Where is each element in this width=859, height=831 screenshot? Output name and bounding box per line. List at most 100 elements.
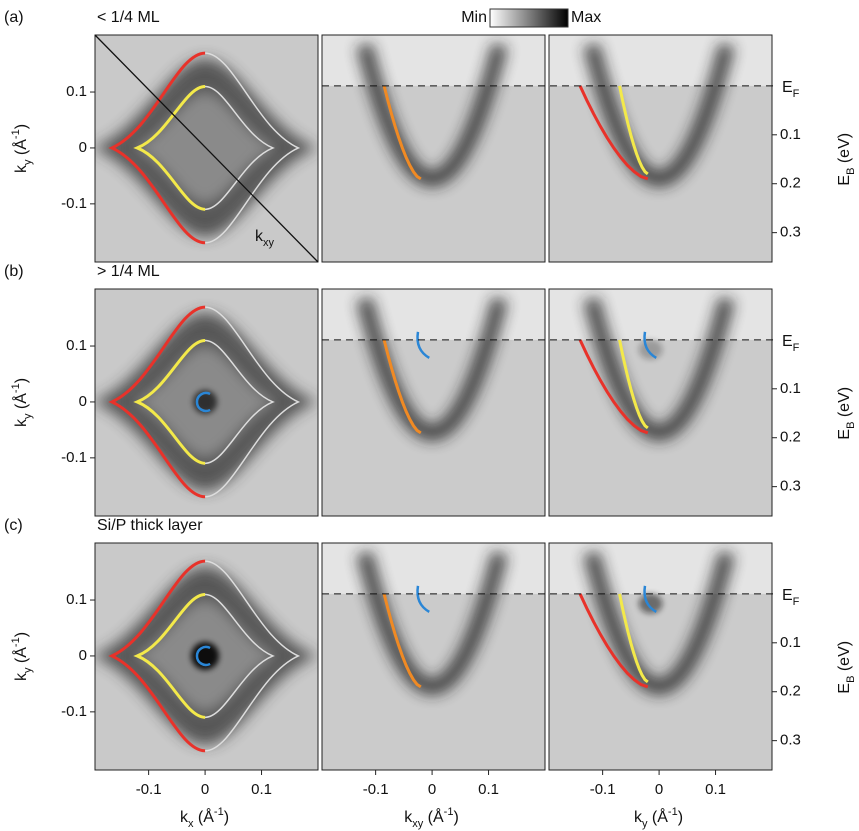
band-orange bbox=[382, 85, 422, 181]
e-axis-label-part: B bbox=[845, 422, 857, 429]
cut-label: kxy bbox=[255, 228, 275, 249]
spectral-weight bbox=[583, 550, 735, 695]
e-tick-label: 0.1 bbox=[780, 126, 801, 143]
y-axis-label-part: y bbox=[22, 159, 34, 165]
band-red bbox=[578, 593, 649, 689]
x-tick-label: 0.1 bbox=[251, 781, 272, 798]
above-ef bbox=[549, 35, 772, 86]
band-blue bbox=[416, 331, 430, 359]
x-tick-label: 0 bbox=[201, 781, 209, 798]
e-tick-label: 0.3 bbox=[780, 224, 801, 241]
ef-label-part: E bbox=[782, 587, 793, 604]
x-tick-label: 0.1 bbox=[478, 781, 499, 798]
e-tick-label: 0.1 bbox=[780, 634, 801, 651]
x-tick-label: 0 bbox=[655, 781, 663, 798]
pocket bbox=[638, 593, 663, 614]
colorbar: Min Max bbox=[461, 8, 601, 28]
cut-line bbox=[94, 34, 319, 263]
y-tick-label: 0 bbox=[79, 647, 87, 664]
e-axis-label-part: E bbox=[836, 175, 853, 186]
above-ef bbox=[322, 543, 545, 594]
frame bbox=[94, 288, 319, 517]
y-axis-label-part: -1 bbox=[10, 383, 22, 393]
y-axis-label: ky (Å-1) bbox=[10, 632, 34, 681]
contour-red bbox=[108, 51, 206, 245]
ef-label-part: F bbox=[793, 88, 800, 100]
dispersion-panel bbox=[322, 289, 545, 516]
x-axis-label-part: x bbox=[188, 818, 194, 830]
y-axis-label-part: ) bbox=[13, 124, 30, 129]
contour-red bbox=[108, 559, 206, 753]
band-red bbox=[578, 339, 649, 435]
spectral-weight bbox=[583, 42, 735, 187]
pocket bbox=[638, 339, 663, 360]
panel-tag: (a) bbox=[4, 9, 24, 26]
panel-tag: (b) bbox=[4, 263, 24, 280]
dispersion-panel bbox=[549, 35, 772, 262]
center-pocket bbox=[191, 641, 220, 670]
x-tick-label: 0.1 bbox=[705, 781, 726, 798]
panel-title: Si/P thick layer bbox=[97, 517, 203, 534]
spectral-weight bbox=[583, 296, 735, 441]
x-axis-label-part: ) bbox=[224, 809, 229, 826]
y-tick-label: -0.1 bbox=[61, 703, 87, 720]
e-axis-label: EB (eV) bbox=[836, 641, 857, 694]
band-blue bbox=[643, 331, 657, 359]
x-axis-label-part: xy bbox=[412, 818, 424, 830]
e-axis-label-part: E bbox=[836, 429, 853, 440]
frame bbox=[321, 34, 546, 263]
band-blue bbox=[416, 585, 430, 613]
y-tick-label: 0.1 bbox=[66, 337, 87, 354]
frame bbox=[321, 288, 546, 517]
x-axis-label-part: (Å bbox=[193, 807, 214, 826]
x-axis-label-part: ) bbox=[453, 809, 458, 826]
e-tick-label: 0.2 bbox=[780, 175, 801, 192]
contour-yellow bbox=[133, 339, 206, 465]
y-axis-label-part: y bbox=[22, 413, 34, 419]
contour-yellow bbox=[133, 593, 206, 719]
x-axis-label-part: -1 bbox=[444, 806, 454, 818]
y-tick-label: 0 bbox=[79, 393, 87, 410]
x-tick-label: -0.1 bbox=[136, 781, 162, 798]
spectral-weight bbox=[356, 42, 508, 187]
x-axis-label: kxy (Å-1) bbox=[404, 806, 459, 830]
band-red bbox=[578, 85, 649, 181]
panel-tag: (c) bbox=[4, 517, 23, 534]
y-axis-label-part: (Å bbox=[11, 647, 30, 668]
y-axis-label-part: (Å bbox=[11, 139, 30, 160]
y-axis-label: ky (Å-1) bbox=[10, 378, 34, 427]
y-tick-label: -0.1 bbox=[61, 449, 87, 466]
ef-label: EF bbox=[782, 333, 800, 354]
e-axis-label: EB (eV) bbox=[836, 133, 857, 186]
contour-yellow bbox=[133, 85, 206, 211]
e-axis-label: EB (eV) bbox=[836, 387, 857, 440]
y-axis-label: ky (Å-1) bbox=[10, 124, 34, 173]
fermi-surface-panel bbox=[95, 289, 318, 516]
y-axis-label-part: (Å bbox=[11, 393, 30, 414]
cut-label-part: xy bbox=[263, 237, 275, 249]
x-axis-label-part: ) bbox=[678, 809, 683, 826]
dispersion-panel bbox=[549, 289, 772, 516]
e-tick-label: 0.2 bbox=[780, 683, 801, 700]
y-axis-label-part: k bbox=[13, 164, 30, 173]
x-axis-label-part: (Å bbox=[647, 807, 668, 826]
above-ef bbox=[549, 543, 772, 594]
dispersion-panel bbox=[322, 543, 545, 770]
contour-red bbox=[108, 305, 206, 499]
frame bbox=[321, 542, 546, 771]
panel-title: > 1/4 ML bbox=[97, 263, 160, 280]
x-axis-label-part: -1 bbox=[214, 806, 224, 818]
x-axis-label: kx (Å-1) bbox=[180, 806, 229, 830]
y-tick-label: 0 bbox=[79, 139, 87, 156]
frame bbox=[94, 34, 319, 263]
above-ef bbox=[322, 35, 545, 86]
y-tick-label: -0.1 bbox=[61, 195, 87, 212]
frame bbox=[548, 542, 773, 771]
x-axis-label-part: y bbox=[642, 818, 648, 830]
x-tick-label: -0.1 bbox=[363, 781, 389, 798]
colorbar-max: Max bbox=[571, 9, 601, 26]
x-tick-label: -0.1 bbox=[590, 781, 616, 798]
ef-label: EF bbox=[782, 79, 800, 100]
above-ef bbox=[549, 289, 772, 340]
